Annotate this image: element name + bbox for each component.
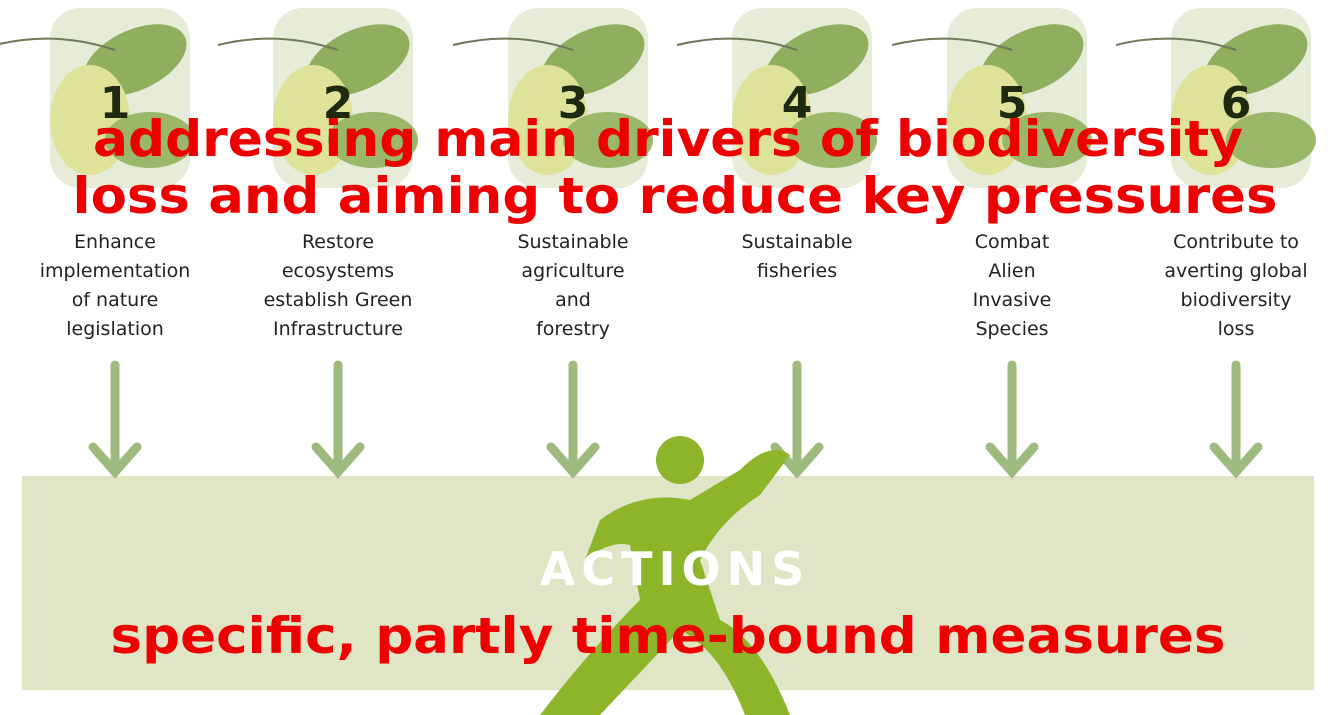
target-label: fisheries	[757, 260, 837, 282]
arrow	[316, 365, 360, 472]
target-label: and	[555, 289, 591, 311]
target-label: Sustainable	[517, 231, 628, 253]
target-label: legislation	[66, 318, 164, 340]
actions-label: ACTIONS	[540, 542, 811, 596]
target-label: Enhance	[74, 231, 156, 253]
target-label: of nature	[72, 289, 159, 311]
target-label: Restore	[302, 231, 374, 253]
diagram: 1Enhanceimplementationof naturelegislati…	[0, 0, 1335, 715]
headline-line: addressing main drivers of biodiversity	[93, 110, 1243, 168]
target-label: loss	[1218, 318, 1255, 340]
target-label: Species	[975, 318, 1048, 340]
target-label: agriculture	[521, 260, 624, 282]
target-label: biodiversity	[1181, 289, 1292, 311]
target-label: Combat	[975, 231, 1050, 253]
arrow	[93, 365, 137, 472]
target-label: Invasive	[973, 289, 1052, 311]
target-label: averting global	[1164, 260, 1307, 282]
target-label: Alien	[988, 260, 1035, 282]
target-label: Contribute to	[1173, 231, 1299, 253]
target-label: establish Green	[264, 289, 413, 311]
arrow	[551, 365, 595, 472]
arrow	[990, 365, 1034, 472]
target-label: forestry	[536, 318, 610, 340]
headline-line: loss and aiming to reduce key pressures	[73, 167, 1278, 225]
actions-caption: specific, partly time-bound measures	[111, 607, 1226, 665]
target-label: ecosystems	[282, 260, 394, 282]
target-label: Sustainable	[741, 231, 852, 253]
arrow	[1214, 365, 1258, 472]
target-label: Infrastructure	[273, 318, 403, 340]
target-label: implementation	[40, 260, 191, 282]
